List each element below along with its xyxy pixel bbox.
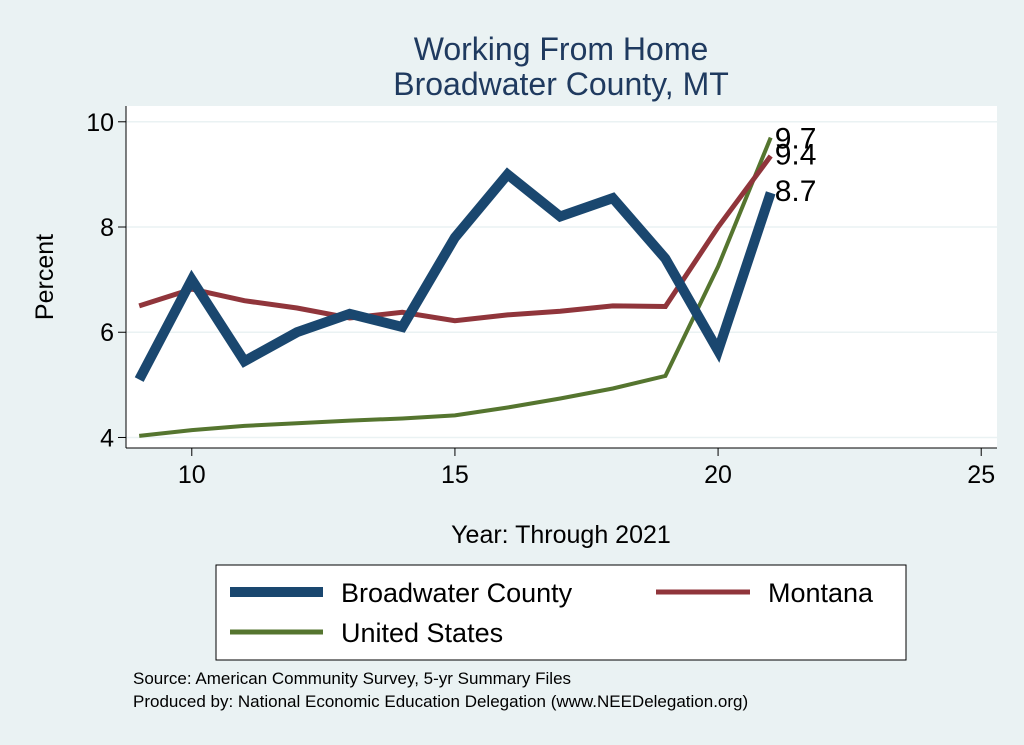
y-axis-label: Percent xyxy=(31,234,59,320)
legend-label-montana: Montana xyxy=(768,578,874,608)
x-tick-label-10: 10 xyxy=(178,461,206,489)
y-tick-label-4: 4 xyxy=(100,424,114,452)
chart-title-line-2: Broadwater County, MT xyxy=(393,66,729,102)
axes: 4 6 8 10 10 15 20 25 xyxy=(86,106,997,489)
x-tick-label-25: 25 xyxy=(967,461,995,489)
legend-label-us: United States xyxy=(341,618,503,648)
end-label-montana: 9.4 xyxy=(775,138,817,171)
x-axis-label: Year: Through 2021 xyxy=(451,521,671,549)
y-tick-label-10: 10 xyxy=(86,109,114,137)
end-labels: 8.7 9.49.7 xyxy=(775,123,817,209)
y-tick-label-6: 6 xyxy=(100,319,114,347)
end-label-united-states: 9.7 xyxy=(775,123,817,156)
produced-by-note: Produced by: National Economic Education… xyxy=(133,692,748,711)
chart-title-line-1: Working From Home xyxy=(414,31,709,67)
x-tick-label-15: 15 xyxy=(441,461,469,489)
y-tick-label-8: 8 xyxy=(100,214,114,242)
series-line-united-states xyxy=(138,136,773,438)
legend: Broadwater County Montana United States xyxy=(215,564,907,661)
legend-label-broadwater: Broadwater County xyxy=(341,578,573,608)
x-tick-label-20: 20 xyxy=(704,461,732,489)
source-note: Source: American Community Survey, 5-yr … xyxy=(133,669,571,688)
series-lines xyxy=(134,136,776,438)
series-line-montana xyxy=(138,154,773,324)
legend-box xyxy=(215,564,907,661)
grid-lines xyxy=(126,121,997,439)
series-line-broadwater-county xyxy=(134,167,776,382)
end-label-broadwater-county: 8.7 xyxy=(775,175,817,208)
plot-area xyxy=(126,106,997,448)
